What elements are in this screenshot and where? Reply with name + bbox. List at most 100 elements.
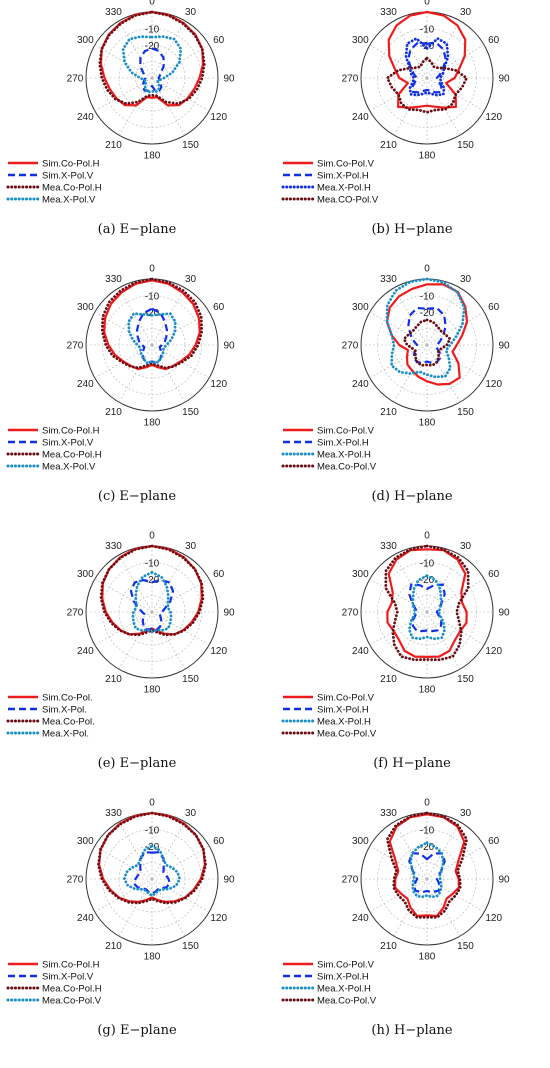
legend-label: Sim.Co-Pol. (42, 692, 93, 703)
grid-spoke (426, 821, 461, 880)
angle-tick-label: 120 (210, 913, 227, 924)
angle-tick-label: 180 (144, 418, 161, 429)
panel-caption: (e) E−plane (98, 756, 177, 771)
legend-label: Mea.Co-Pol.V (42, 995, 102, 1006)
radial-tick-label: -20 (145, 41, 160, 52)
angle-tick-label: 150 (457, 140, 474, 151)
grid-spoke (94, 845, 153, 880)
polar-chart-c: 0 30 60 90 120 150 180 210 240 270 300 330 -10 -20 Sim… (6, 264, 235, 504)
radial-tick-label: -10 (420, 826, 435, 837)
grid-spoke (151, 311, 210, 346)
angle-tick-label: 90 (498, 74, 510, 85)
series-line (408, 852, 446, 893)
angle-tick-label: 120 (210, 112, 227, 123)
legend-label: Mea.Co-Pol.V (317, 461, 377, 472)
radial-tick-label: -10 (145, 559, 160, 570)
angle-tick-label: 180 (419, 151, 436, 162)
panel-caption: (b) H−plane (371, 222, 452, 237)
series-line (129, 579, 175, 631)
series-line (388, 813, 466, 918)
angle-tick-label: 30 (185, 7, 197, 18)
angle-tick-label: 0 (424, 264, 430, 275)
panel-caption: (d) H−plane (371, 489, 452, 504)
grid-spoke (118, 878, 153, 937)
legend-label: Sim.X-Pol.V (42, 170, 94, 181)
series-line (386, 548, 468, 658)
polar-chart-a: 0 30 60 90 120 150 180 210 240 270 300 330 -10 -20 Sim… (6, 0, 235, 237)
series-line (97, 811, 207, 905)
angle-tick-label: 180 (419, 418, 436, 429)
angle-tick-label: 150 (182, 407, 199, 418)
series-line (100, 277, 204, 370)
grid-spoke (94, 878, 153, 913)
angle-tick-label: 330 (105, 541, 122, 552)
angle-tick-label: 90 (498, 341, 510, 352)
angle-tick-label: 60 (488, 35, 500, 46)
grid-spoke (369, 344, 428, 379)
grid-spoke (426, 344, 485, 379)
angle-tick-label: 60 (488, 569, 500, 580)
series-line (404, 37, 450, 97)
series-line (387, 10, 467, 109)
angle-tick-label: 90 (223, 341, 235, 352)
angle-tick-label: 120 (485, 913, 502, 924)
grid-spoke (393, 611, 428, 670)
grid-spoke (118, 287, 153, 346)
grid-spoke (369, 311, 428, 346)
radial-tick-label: -20 (145, 308, 160, 319)
angle-tick-label: 0 (149, 798, 155, 809)
radial-tick-label: -20 (145, 842, 160, 853)
polar-chart-f: 0 30 60 90 120 150 180 210 240 270 300 330 -10 -20 Sim… (281, 531, 510, 771)
radial-tick-label: -20 (420, 41, 435, 52)
polar-chart-g: 0 30 60 90 120 150 180 210 240 270 300 330 -10 -20 Sim… (6, 798, 235, 1038)
angle-tick-label: 240 (77, 646, 94, 657)
panel-caption: (a) E−plane (98, 222, 177, 237)
legend-label: Sim.Co-Pol.H (42, 425, 100, 436)
legend-label: Mea.CO-Pol.V (317, 194, 379, 205)
angle-tick-label: 240 (77, 379, 94, 390)
angle-tick-label: 330 (380, 808, 397, 819)
grid-spoke (426, 878, 485, 913)
series-line (409, 841, 445, 899)
grid-spoke (151, 578, 210, 613)
legend-label: Mea.Co-Pol.H (42, 983, 102, 994)
angle-tick-label: 150 (457, 674, 474, 685)
angle-tick-label: 180 (419, 685, 436, 696)
grid-spoke (151, 611, 210, 646)
angle-tick-label: 90 (223, 74, 235, 85)
grid-spoke (426, 44, 485, 79)
angle-tick-label: 300 (352, 35, 369, 46)
angle-tick-label: 150 (182, 140, 199, 151)
angle-tick-label: 180 (419, 952, 436, 963)
panel-caption: (f) H−plane (373, 756, 451, 771)
grid-spoke (426, 845, 485, 880)
angle-tick-label: 210 (105, 674, 122, 685)
legend-label: Sim.Co-Pol.V (317, 425, 375, 436)
series-line (136, 307, 168, 364)
angle-tick-label: 330 (380, 274, 397, 285)
angle-tick-label: 30 (460, 541, 472, 552)
angle-tick-label: 30 (185, 808, 197, 819)
legend-label: Mea.Co-Pol.H (42, 449, 102, 460)
grid-spoke (151, 344, 186, 403)
grid-spoke (151, 20, 186, 79)
grid-spoke (118, 611, 153, 670)
angle-tick-label: 210 (105, 407, 122, 418)
radial-tick-label: -10 (420, 559, 435, 570)
grid-spoke (426, 611, 461, 670)
legend-label: Sim.X-Pol.H (317, 437, 369, 448)
grid-spoke (151, 44, 210, 79)
radial-tick-label: -20 (420, 842, 435, 853)
grid-spoke (426, 344, 461, 403)
grid-spoke (426, 311, 485, 346)
legend-label: Sim.X-Pol. (42, 704, 87, 715)
grid-spoke (369, 578, 428, 613)
legend-label: Mea.Co-Pol.V (317, 728, 377, 739)
legend-label: Sim.X-Pol.H (317, 971, 369, 982)
series-line (121, 35, 183, 94)
angle-tick-label: 300 (352, 302, 369, 313)
legend-label: Mea.X-Pol.H (317, 449, 371, 460)
grid-spoke (369, 44, 428, 79)
legend-label: Sim.Co-Pol.V (317, 158, 375, 169)
radial-tick-label: -10 (145, 292, 160, 303)
